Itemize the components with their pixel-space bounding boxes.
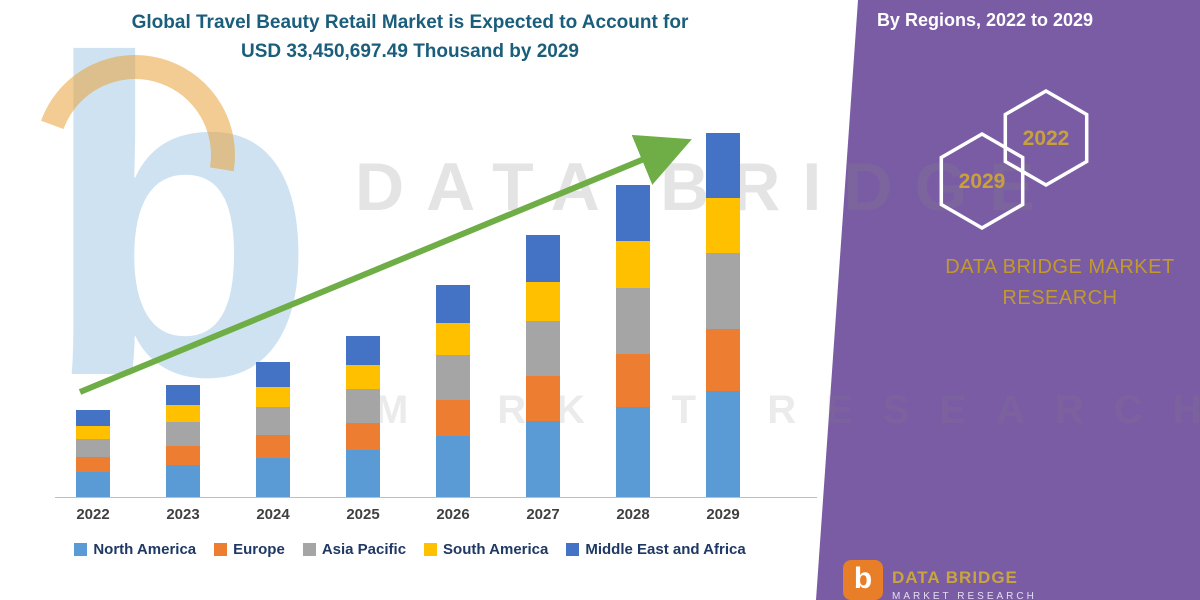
bar-segment-2029-north-america	[706, 391, 740, 497]
bar-segment-2027-north-america	[526, 421, 560, 497]
bar-segment-2022-north-america	[76, 472, 110, 497]
legend-item-asia-pacific: Asia Pacific	[302, 541, 407, 558]
hexagon-2022	[1003, 88, 1089, 188]
chart-title-line1: Global Travel Beauty Retail Market is Ex…	[131, 12, 689, 33]
legend: North America Europe Asia Pacific South Ame…	[30, 541, 790, 558]
bar-segment-2027-middle-east-and-africa	[526, 235, 560, 282]
bar-segment-2026-north-america	[436, 436, 470, 497]
legend-label: South America	[443, 541, 549, 558]
bar-segment-2029-south-america	[706, 198, 740, 253]
bar-segment-2025-asia-pacific	[346, 389, 380, 423]
bar-segment-2023-middle-east-and-africa	[166, 385, 200, 405]
bar-2027	[526, 133, 560, 497]
bar-segment-2028-europe	[616, 354, 650, 407]
bar-segment-2022-south-america	[76, 426, 110, 439]
bar-2023	[166, 133, 200, 497]
x-tick-2023: 2023	[166, 506, 200, 523]
legend-swatch-icon	[302, 543, 316, 556]
bar-2024	[256, 133, 290, 497]
bar-segment-2023-asia-pacific	[166, 422, 200, 446]
bar-2022	[76, 133, 110, 497]
bar-2026	[436, 133, 470, 497]
bar-segment-2028-north-america	[616, 407, 650, 497]
footer-logo-icon: b	[843, 560, 883, 600]
bars	[76, 133, 740, 497]
legend-item-europe: Europe	[214, 541, 285, 558]
bar-segment-2024-south-america	[256, 387, 290, 407]
chart-title-line2: USD 33,450,697.49 Thousand by 2029	[241, 41, 579, 63]
x-tick-2026: 2026	[436, 506, 470, 523]
bar-2029	[706, 133, 740, 497]
bar-2025	[346, 133, 380, 497]
legend-swatch-icon	[566, 543, 580, 556]
bar-segment-2022-asia-pacific	[76, 439, 110, 457]
bar-2028	[616, 133, 650, 497]
year-hexagons: 2022 2029	[939, 88, 1089, 231]
hexagon-2022-label: 2022	[1023, 127, 1070, 150]
bar-segment-2024-north-america	[256, 458, 290, 497]
legend-label: Middle East and Africa	[585, 541, 746, 558]
bar-segment-2025-middle-east-and-africa	[346, 336, 380, 365]
legend-item-middle-east-and-africa: Middle East and Africa	[566, 541, 746, 558]
bar-segment-2023-europe	[166, 446, 200, 465]
bar-segment-2024-europe	[256, 435, 290, 458]
bar-segment-2023-south-america	[166, 405, 200, 422]
legend-swatch-icon	[214, 543, 228, 556]
brand-text: DATA BRIDGE MARKET RESEARCH	[930, 252, 1190, 314]
bar-segment-2026-asia-pacific	[436, 355, 470, 400]
x-axis-labels: 2022 2023 2024 2025 2026 2027 2028 2029	[76, 506, 740, 526]
bar-segment-2026-south-america	[436, 323, 470, 355]
bar-segment-2022-middle-east-and-africa	[76, 410, 110, 426]
brand-text-line1: DATA BRIDGE MARKET	[945, 256, 1175, 278]
bar-segment-2024-middle-east-and-africa	[256, 362, 290, 387]
legend-item-south-america: South America	[424, 541, 548, 558]
bar-segment-2025-north-america	[346, 450, 380, 497]
x-axis-line	[55, 497, 817, 498]
footer-brand: b DATA BRIDGE MARKET RESEARCH	[843, 560, 1037, 600]
bar-segment-2025-europe	[346, 423, 380, 450]
bar-segment-2029-middle-east-and-africa	[706, 133, 740, 198]
bar-segment-2028-south-america	[616, 241, 650, 288]
bar-segment-2028-asia-pacific	[616, 288, 650, 354]
x-tick-2022: 2022	[76, 506, 110, 523]
brand-text-line2: RESEARCH	[1002, 287, 1118, 309]
footer-brand-text: DATA BRIDGE MARKET RESEARCH	[892, 560, 1037, 600]
bar-segment-2023-north-america	[166, 465, 200, 497]
bar-segment-2027-asia-pacific	[526, 321, 560, 376]
legend-swatch-icon	[74, 543, 88, 556]
hexagon-2029	[939, 131, 1025, 231]
legend-label: Asia Pacific	[321, 541, 407, 558]
bar-segment-2028-middle-east-and-africa	[616, 185, 650, 241]
chart-title: Global Travel Beauty Retail Market is Ex…	[0, 8, 820, 67]
footer-brand-name: DATA BRIDGE	[892, 568, 1018, 587]
legend-swatch-icon	[424, 543, 438, 556]
bar-segment-2026-europe	[436, 400, 470, 436]
hexagon-2029-label: 2029	[959, 170, 1006, 193]
panel-heading: By Regions, 2022 to 2029	[876, 10, 1094, 30]
x-tick-2028: 2028	[616, 506, 650, 523]
bar-segment-2029-asia-pacific	[706, 253, 740, 329]
bar-segment-2029-europe	[706, 329, 740, 391]
x-tick-2027: 2027	[526, 506, 560, 523]
legend-label: North America	[93, 541, 197, 558]
footer-brand-subtitle: MARKET RESEARCH	[892, 591, 1037, 600]
bar-segment-2027-south-america	[526, 282, 560, 321]
legend-label: Europe	[233, 541, 285, 558]
x-tick-2029: 2029	[706, 506, 740, 523]
legend-item-north-america: North America	[74, 541, 196, 558]
bar-segment-2025-south-america	[346, 365, 380, 389]
bar-segment-2022-europe	[76, 457, 110, 472]
bar-segment-2026-middle-east-and-africa	[436, 285, 470, 323]
x-tick-2025: 2025	[346, 506, 380, 523]
x-tick-2024: 2024	[256, 506, 290, 523]
bar-segment-2027-europe	[526, 376, 560, 421]
bar-segment-2024-asia-pacific	[256, 407, 290, 435]
